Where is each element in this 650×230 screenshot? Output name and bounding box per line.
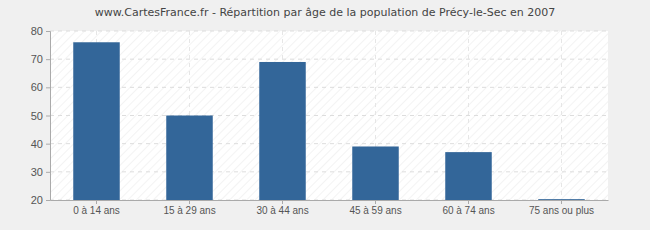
grid-line: [50, 87, 608, 88]
x-tick-label: 75 ans ou plus: [529, 205, 594, 216]
y-tick: 50: [31, 110, 50, 122]
x-tick-label: 0 à 14 ans: [73, 205, 120, 216]
y-axis: 20 30 40 50 60 70 80: [31, 25, 51, 206]
plot: 20 30 40 50 60 70 80 0 à 14 ans 15 à 29 ans 30 à …: [31, 25, 609, 216]
y-tick-mark: [46, 172, 50, 173]
chart: 20 30 40 50 60 70 80 0 à 14 ans 15 à 29 ans 30 à …: [0, 0, 650, 230]
y-tick-mark: [46, 144, 50, 145]
y-tick-label: 40: [31, 138, 43, 150]
x-tick-label: 45 à 59 ans: [349, 205, 401, 216]
y-tick: 30: [31, 166, 50, 178]
grid-line: [50, 115, 608, 116]
y-axis-line: [46, 32, 51, 201]
y-tick-label: 80: [31, 25, 43, 37]
x-tick-mark: [375, 200, 376, 204]
bar: [445, 152, 492, 200]
bar: [166, 116, 213, 201]
x-tick-mark: [282, 200, 283, 204]
y-tick: 80: [31, 25, 50, 37]
y-tick-label: 50: [31, 110, 43, 122]
x-tick: 0 à 14 ans: [73, 200, 120, 216]
bar: [259, 62, 306, 200]
x-tick: 30 à 44 ans: [256, 200, 308, 216]
x-tick-label: 15 à 29 ans: [163, 205, 215, 216]
x-axis-line: [51, 200, 609, 201]
y-tick: 60: [31, 81, 50, 93]
x-tick-mark: [561, 200, 562, 204]
grid-line: [50, 143, 608, 144]
bar: [352, 146, 399, 200]
grid-line: [50, 59, 608, 60]
grid-x: [97, 31, 562, 200]
y-tick-label: 60: [31, 81, 43, 93]
grid-line: [50, 31, 608, 32]
background: [0, 0, 650, 230]
x-tick-label: 30 à 44 ans: [256, 205, 308, 216]
x-tick-mark: [96, 200, 97, 204]
bars: [73, 42, 585, 200]
x-tick-label: 60 à 74 ans: [442, 205, 494, 216]
y-tick-label: 30: [31, 166, 43, 178]
grid-line: [50, 200, 608, 201]
x-tick: 45 à 59 ans: [349, 200, 401, 216]
grid-line-x: [561, 31, 562, 200]
x-tick-mark: [189, 200, 190, 204]
x-tick: 15 à 29 ans: [163, 200, 215, 216]
grid: [50, 31, 608, 200]
x-tick-mark: [468, 200, 469, 204]
y-tick: 40: [31, 138, 50, 150]
bar: [538, 199, 585, 200]
bar: [73, 42, 120, 200]
plot-area: [50, 31, 608, 200]
y-tick-mark: [46, 87, 50, 88]
grid-line: [50, 171, 608, 172]
y-tick-mark: [46, 116, 50, 117]
title: www.CartesFrance.fr - Répartition par âg…: [95, 6, 555, 19]
y-tick-label: 20: [31, 194, 43, 206]
y-tick: 70: [31, 53, 50, 65]
x-tick: 75 ans ou plus: [529, 200, 594, 216]
y-tick-mark: [46, 31, 50, 32]
y-tick-label: 70: [31, 53, 43, 65]
y-tick: 20: [31, 194, 50, 206]
y-tick-mark: [46, 59, 50, 60]
x-tick: 60 à 74 ans: [442, 200, 494, 216]
x-axis: 0 à 14 ans 15 à 29 ans 30 à 44 ans 45 à 59 …: [51, 200, 609, 216]
y-tick-mark: [46, 200, 50, 201]
